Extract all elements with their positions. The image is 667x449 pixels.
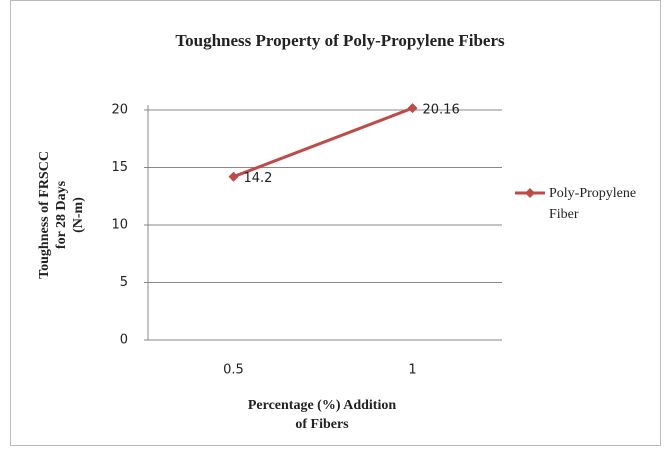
y-tick-label: 0 [120,333,128,348]
marker [407,103,418,114]
x-tick-label: 1 [408,363,416,378]
y-axis-title: (N-m) [71,197,86,233]
legend-label: Poly-Propylene Fiber [549,186,637,222]
data-label: 14.2 [244,171,273,186]
chart-frame [10,0,661,446]
y-tick-label: 5 [120,275,128,290]
legend-marker [525,188,535,198]
x-axis-title: of Fibers [295,417,349,432]
marker [228,171,239,182]
data-label: 20.16 [423,103,460,118]
y-tick-label: 10 [111,218,128,233]
series-line [232,106,414,179]
x-axis-title: Percentage (%) Addition [248,398,396,413]
x-tick-label: 0.5 [223,363,244,378]
chart-title: Toughness Property of Poly-Propylene Fib… [175,31,505,50]
y-tick-label: 15 [111,160,128,175]
y-axis-title: Toughness of FRSCC [37,151,52,279]
y-tick-label: 20 [111,103,128,118]
y-axis-title: for 28 Days [54,180,69,249]
